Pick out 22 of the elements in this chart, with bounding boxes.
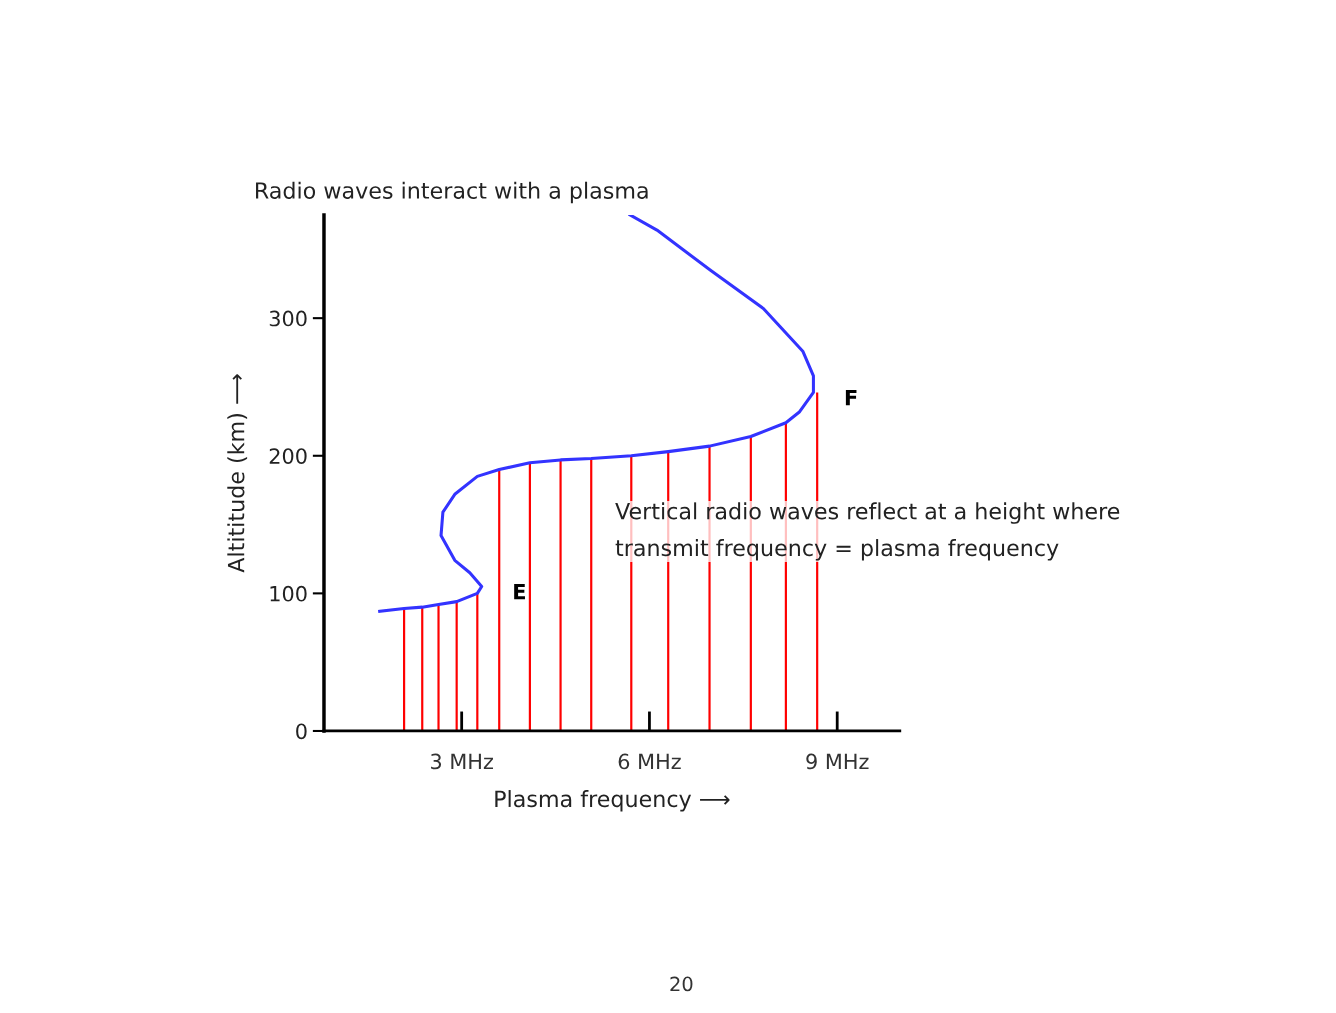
y-axis-title: Altititude (km) ⟶ (227, 374, 248, 573)
bar (559, 459, 562, 731)
y-tick-label: 300 (269, 310, 307, 327)
bar (403, 608, 406, 731)
annotation: Vertical radio waves reflect at a height where transmit frequency = plasma frequency (615, 502, 1120, 561)
y-tick-label: 100 (270, 585, 307, 602)
x-axis-title: Plasma frequency ⟶ (495, 790, 730, 812)
y-tick-label: 0 (296, 723, 307, 740)
y-tick-label: 200 (269, 448, 307, 464)
bar (590, 458, 593, 731)
text: 20 (670, 976, 693, 992)
bar (455, 601, 458, 731)
x-tick-label: 9 MHz (806, 753, 869, 770)
annotation: E (514, 584, 525, 600)
bar (476, 593, 479, 731)
bar (528, 462, 531, 731)
annotation: F (845, 389, 857, 406)
x-tick-label: 3 MHz (431, 753, 494, 770)
bar (437, 604, 440, 731)
chart-title: Radio waves interact with a plasma (256, 181, 648, 204)
x-tick-label: 6 MHz (618, 753, 681, 770)
bar (498, 469, 501, 731)
